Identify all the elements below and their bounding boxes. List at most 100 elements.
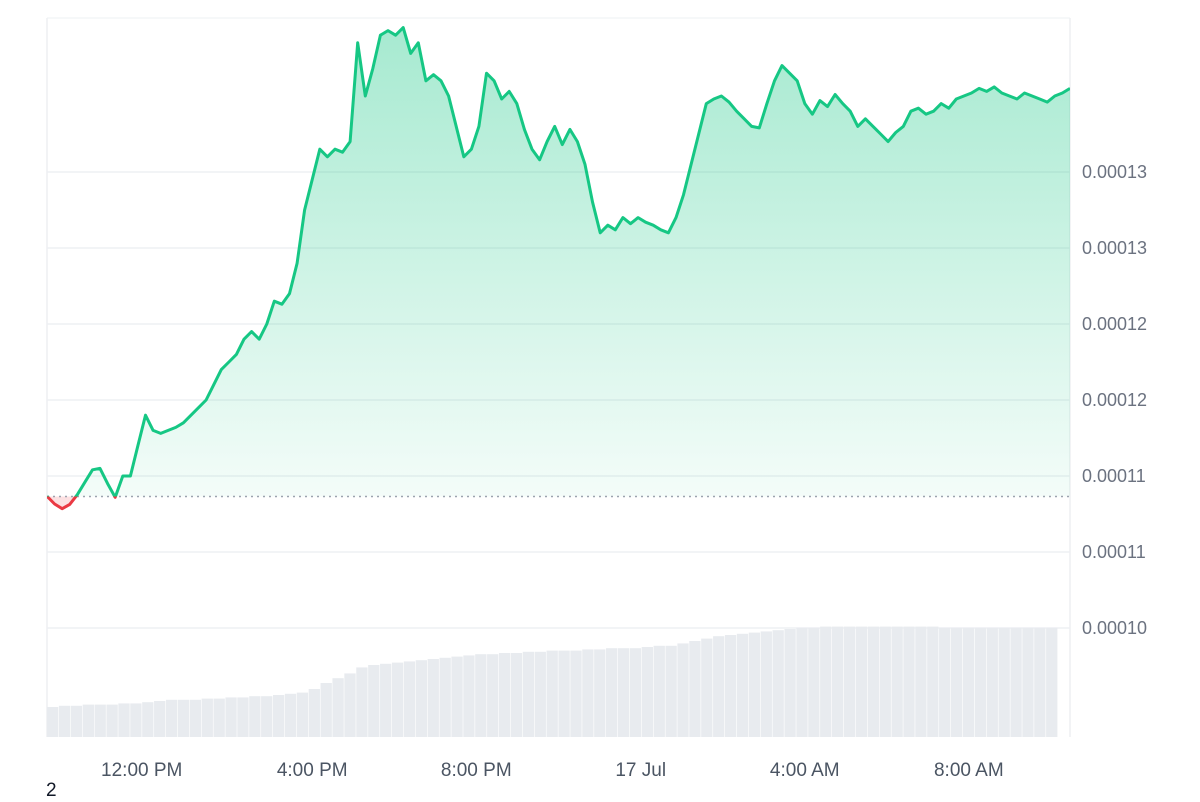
volume-bar <box>1034 627 1046 737</box>
volume-bar <box>701 638 713 737</box>
volume-bar <box>451 656 463 737</box>
volume-bar <box>724 635 737 737</box>
volume-bar <box>356 667 368 737</box>
volume-bar <box>272 695 285 737</box>
volume-bar <box>487 654 499 737</box>
volume-bar <box>582 649 594 737</box>
area-below-baseline <box>47 496 116 509</box>
volume-bar <box>427 659 439 737</box>
volume-bar <box>70 705 83 737</box>
volume-bar <box>154 701 166 737</box>
volume-bar <box>237 697 249 737</box>
volume-bar <box>534 651 546 737</box>
volume-bar <box>665 645 677 737</box>
x-tick-label: 12:00 PM <box>101 760 182 781</box>
volume-bar <box>47 707 59 737</box>
volume-bar <box>415 660 428 737</box>
volume-bar <box>653 645 665 737</box>
volume-bar <box>225 697 237 737</box>
x-tick-label: 17 Jul <box>615 760 666 781</box>
volume-bar <box>558 650 570 737</box>
y-tick-label: 0.00011 <box>1082 466 1146 486</box>
volume-bar <box>772 630 784 737</box>
volume-bar <box>380 663 392 737</box>
volume-bar <box>879 626 891 737</box>
volume-bars <box>47 626 1058 737</box>
volume-bar <box>677 643 689 737</box>
volume-bar <box>284 693 297 737</box>
volume-bar <box>403 661 416 737</box>
volume-bar <box>320 683 332 737</box>
volume-bar <box>332 678 344 737</box>
volume-bar <box>820 626 832 737</box>
volume-bar <box>106 704 118 737</box>
price-line <box>47 26 1070 511</box>
volume-bar <box>843 626 856 737</box>
volume-bar <box>249 696 261 737</box>
volume-bar <box>641 647 653 737</box>
x-tick-label: 8:00 AM <box>934 760 1004 781</box>
price-area <box>47 27 1070 509</box>
volume-bar <box>522 651 535 737</box>
volume-bar <box>962 627 975 737</box>
volume-bar <box>796 627 808 737</box>
volume-bar <box>891 626 903 737</box>
volume-bar <box>606 648 618 737</box>
y-axis-ticks: 0.00010 0.00011 0.00011 0.00012 0.00012 0.000… <box>1082 162 1147 638</box>
volume-bar <box>463 655 475 737</box>
volume-bar <box>748 632 761 737</box>
y-tick-label: 0.00012 <box>1082 314 1147 334</box>
volume-bar <box>594 649 606 737</box>
x-tick-label: 4:00 AM <box>770 760 840 781</box>
volume-bar <box>808 627 820 737</box>
volume-bar <box>784 629 796 737</box>
price-line-up <box>47 26 1070 497</box>
y-tick-label: 0.00013 <box>1082 238 1147 258</box>
volume-bar <box>261 696 273 737</box>
volume-bar <box>475 654 487 737</box>
y-tick-label: 0.00010 <box>1082 618 1147 638</box>
volume-bar <box>950 627 963 737</box>
x-tick-label: 4:00 PM <box>277 760 348 781</box>
volume-bar <box>510 653 523 737</box>
volume-bar <box>344 673 356 737</box>
volume-bar <box>308 689 320 737</box>
volume-bar <box>832 626 844 737</box>
volume-bar <box>903 626 915 737</box>
volume-bar <box>296 692 309 737</box>
volume-bar <box>189 699 202 737</box>
x-tick-label: 8:00 PM <box>441 760 512 781</box>
volume-bar <box>58 705 71 737</box>
volume-bar <box>689 641 701 737</box>
volume-bar <box>939 627 951 737</box>
volume-bar <box>82 704 94 737</box>
volume-bar <box>986 627 998 737</box>
volume-bar <box>1010 627 1022 737</box>
volume-bar <box>142 702 154 737</box>
volume-bar <box>760 631 772 737</box>
x-axis-ticks: 12:00 PM 4:00 PM 8:00 PM 17 Jul 4:00 AM 8:00 … <box>101 760 1004 781</box>
volume-bar <box>1046 627 1058 737</box>
footnote: 2 <box>46 780 57 801</box>
volume-bar <box>177 699 190 737</box>
volume-bar <box>546 650 558 737</box>
y-tick-label: 0.00011 <box>1082 542 1146 562</box>
volume-bar <box>118 703 130 737</box>
volume-bar <box>498 653 511 737</box>
volume-bar <box>213 698 225 737</box>
volume-bar <box>1022 627 1034 737</box>
volume-bar <box>736 633 749 737</box>
y-tick-label: 0.00012 <box>1082 390 1147 410</box>
volume-bar <box>998 627 1010 737</box>
volume-bar <box>165 699 178 737</box>
volume-bar <box>130 703 142 737</box>
volume-bar <box>94 704 106 737</box>
volume-bar <box>867 626 879 737</box>
volume-bar <box>439 657 451 737</box>
volume-bar <box>974 627 987 737</box>
volume-bar <box>570 650 582 737</box>
volume-bar <box>201 698 213 737</box>
volume-bar <box>617 648 630 737</box>
volume-bar <box>855 626 868 737</box>
